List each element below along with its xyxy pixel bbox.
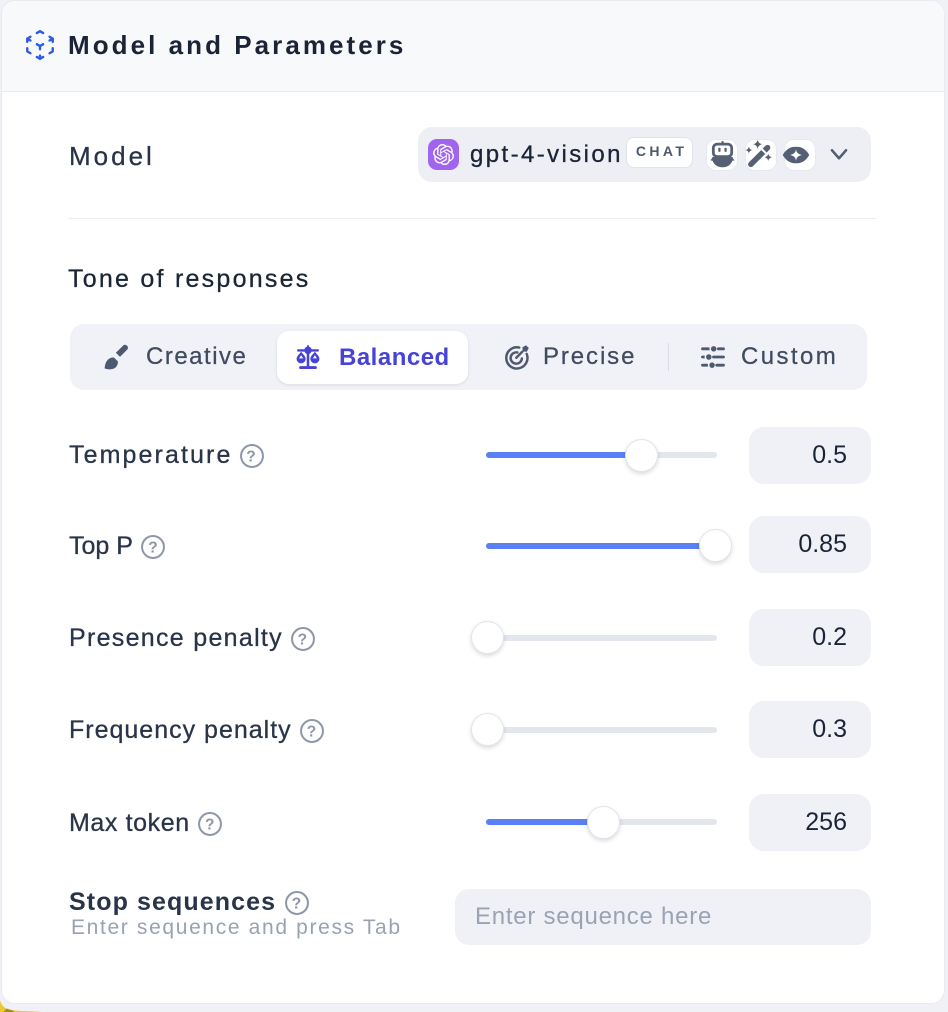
svg-text:?: ? xyxy=(298,631,309,648)
svg-text:?: ? xyxy=(148,539,157,556)
svg-text:?: ? xyxy=(292,895,303,912)
svg-text:?: ? xyxy=(306,723,316,740)
svg-text:?: ? xyxy=(247,448,259,465)
svg-text:?: ? xyxy=(205,816,215,833)
